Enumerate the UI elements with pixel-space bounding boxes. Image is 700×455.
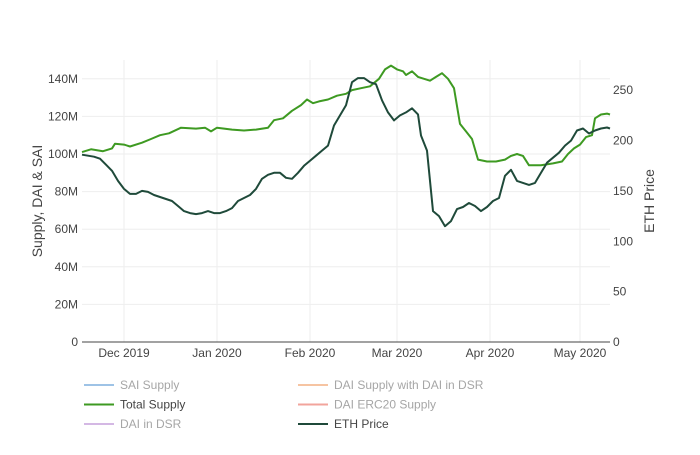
y-right-tick-label: 100 [613, 234, 633, 248]
legend-item-eth-price[interactable]: ETH Price [334, 417, 389, 431]
legend-item-sai-supply[interactable]: SAI Supply [120, 378, 179, 392]
y-left-tick-label: 80M [55, 185, 78, 199]
axis-layer: 0 20M 40M 60M 80M 100M 120M 140M Dec 2019 Jan 202… [48, 72, 633, 360]
y-left-tick-label: 60M [55, 222, 78, 236]
y-right-tick-label: 200 [613, 134, 633, 148]
series-line-total-supply[interactable] [81, 64, 611, 167]
legend: SAI Supply DAI Supply with DAI in DSR Tota… [84, 378, 484, 431]
x-tick-label: May 2020 [554, 346, 607, 360]
legend-item-dai-erc20-supply[interactable]: DAI ERC20 Supply [334, 398, 436, 412]
grid-layer [82, 60, 610, 342]
legend-item-dai-in-dsr[interactable]: DAI in DSR [120, 417, 182, 431]
y-right-tick-label: 50 [613, 285, 627, 299]
x-tick-label: Mar 2020 [372, 346, 423, 360]
legend-item-dai-supply-with-dai-in-dsr[interactable]: DAI Supply with DAI in DSR [334, 378, 484, 392]
y-left-tick-label: 40M [55, 260, 78, 274]
y-left-tick-label: 140M [48, 72, 78, 86]
y-right-tick-label: 0 [613, 335, 620, 349]
y-left-tick-label: 0 [71, 335, 78, 349]
y-right-tick-label: 150 [613, 184, 633, 198]
series-line-eth-price[interactable] [81, 77, 611, 228]
x-tick-label: Jan 2020 [192, 346, 242, 360]
y-left-tick-label: 120M [48, 109, 78, 123]
y-axis-title-right: ETH Price [641, 169, 657, 233]
y-axis-title-left: Supply, DAI & SAI [29, 145, 45, 258]
legend-item-total-supply[interactable]: Total Supply [120, 398, 185, 412]
x-tick-label: Dec 2019 [98, 346, 150, 360]
y-right-tick-label: 250 [613, 83, 633, 97]
series-layer [81, 64, 611, 228]
y-left-tick-label: 20M [55, 297, 78, 311]
y-left-tick-label: 100M [48, 147, 78, 161]
x-tick-label: Feb 2020 [285, 346, 336, 360]
x-tick-label: Apr 2020 [466, 346, 515, 360]
